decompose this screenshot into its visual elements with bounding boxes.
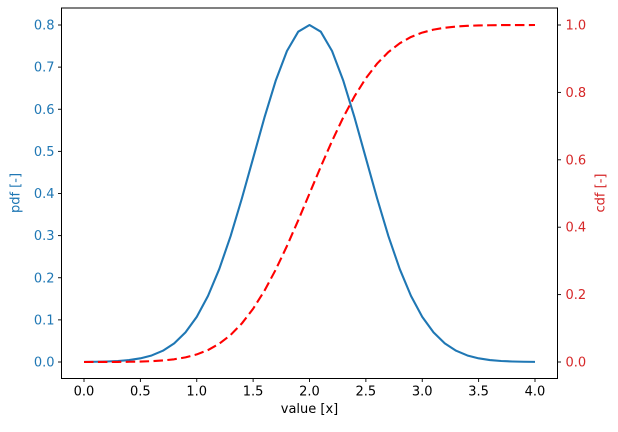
x-axis-ticks: 0.0 0.5 1.0 1.5 2.0 2.5 3.0 3.5 4.0: [74, 378, 546, 400]
x-tick-label: 1.0: [186, 385, 207, 400]
y-left-tick-label: 0.8: [34, 19, 55, 34]
x-tick-label: 3.5: [468, 385, 489, 400]
y-left-tick-label: 0.0: [34, 356, 55, 371]
y-left-tick-label: 0.4: [34, 187, 55, 202]
y-right-tick-label: 0.2: [566, 288, 587, 303]
y-axis-right-label: cdf [-]: [593, 173, 609, 213]
y-axis-right-ticks: 0.0 0.2 0.4 0.6 0.8 1.0: [557, 19, 587, 371]
x-tick-label: 2.5: [356, 385, 377, 400]
cdf-line: [83, 23, 536, 364]
y-left-tick-label: 0.5: [34, 145, 55, 160]
y-left-tick-label: 0.7: [34, 61, 55, 76]
x-tick-label: 0.0: [74, 385, 95, 400]
y-right-tick-label: 0.4: [566, 221, 587, 236]
y-right-tick-label: 0.8: [566, 86, 587, 101]
y-left-tick-label: 0.1: [34, 313, 55, 328]
pdf-line: [83, 23, 536, 363]
x-axis-label: value [x]: [280, 402, 339, 417]
y-left-tick-label: 0.2: [34, 271, 55, 286]
x-tick-label: 0.5: [130, 385, 151, 400]
x-tick-label: 1.5: [243, 385, 264, 400]
y-axis-left-ticks: 0.0 0.1 0.2 0.3 0.4 0.5 0.6 0.7 0.8: [34, 19, 62, 371]
y-right-tick-label: 0.6: [566, 153, 587, 168]
y-left-tick-label: 0.3: [34, 229, 55, 244]
x-tick-label: 2.0: [299, 385, 320, 400]
y-right-tick-label: 0.0: [566, 356, 587, 371]
y-axis-left-label: pdf [-]: [8, 172, 24, 214]
x-tick-label: 4.0: [525, 385, 546, 400]
x-tick-label: 3.0: [412, 385, 433, 400]
y-right-tick-label: 1.0: [566, 19, 587, 34]
y-left-tick-label: 0.6: [34, 103, 55, 118]
plot-spines: [61, 7, 558, 379]
